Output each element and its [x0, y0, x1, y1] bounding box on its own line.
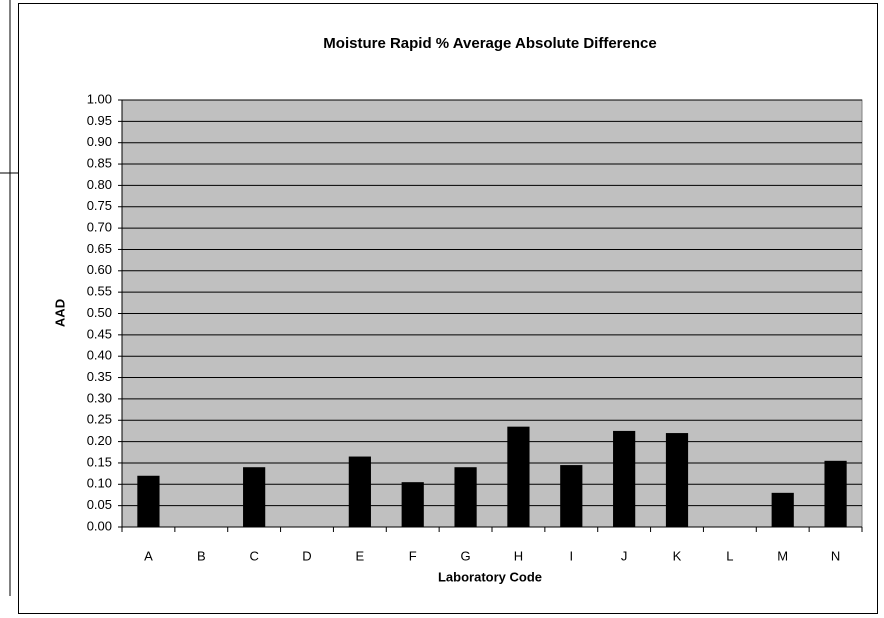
y-tick-label: 0.50 — [87, 305, 112, 320]
x-tick-label: H — [514, 548, 523, 563]
y-tick-label: 0.75 — [87, 198, 112, 213]
y-axis-label: AAD — [52, 299, 67, 327]
y-tick-label: 0.70 — [87, 220, 112, 235]
bar — [454, 467, 477, 527]
y-tick-label: 0.25 — [87, 412, 112, 427]
y-tick-label: 0.95 — [87, 113, 112, 128]
y-tick-label: 0.90 — [87, 134, 112, 149]
x-tick-label: C — [249, 548, 258, 563]
x-tick-label: I — [569, 548, 573, 563]
bar — [771, 492, 794, 527]
bar — [613, 430, 636, 527]
x-tick-label: F — [409, 548, 417, 563]
x-tick-label: B — [197, 548, 206, 563]
x-tick-label: M — [777, 548, 788, 563]
x-tick-label: G — [461, 548, 471, 563]
y-tick-label: 0.30 — [87, 390, 112, 405]
bar — [560, 465, 583, 527]
chart-title: Moisture Rapid % Average Absolute Differ… — [323, 35, 656, 52]
x-tick-label: E — [356, 548, 365, 563]
x-tick-label: K — [673, 548, 682, 563]
y-tick-label: 0.85 — [87, 155, 112, 170]
x-axis-label: Laboratory Code — [438, 569, 542, 584]
y-tick-label: 1.00 — [87, 91, 112, 106]
x-tick-label: D — [302, 548, 311, 563]
y-tick-label: 0.10 — [87, 476, 112, 491]
y-tick-label: 0.40 — [87, 348, 112, 363]
y-tick-label: 0.00 — [87, 518, 112, 533]
y-tick-label: 0.35 — [87, 369, 112, 384]
y-tick-label: 0.15 — [87, 454, 112, 469]
bar — [507, 426, 530, 527]
y-tick-label: 0.45 — [87, 326, 112, 341]
bar — [401, 482, 424, 527]
y-tick-label: 0.55 — [87, 284, 112, 299]
bar — [243, 467, 266, 527]
x-tick-label: J — [621, 548, 628, 563]
bar — [665, 433, 689, 527]
y-tick-label: 0.05 — [87, 497, 112, 512]
x-tick-label: L — [726, 548, 733, 563]
x-tick-label: N — [831, 548, 840, 563]
y-tick-label: 0.65 — [87, 241, 112, 256]
y-tick-label: 0.60 — [87, 262, 112, 277]
bar — [824, 460, 847, 527]
x-tick-label: A — [144, 548, 153, 563]
bar — [348, 456, 371, 527]
y-tick-label: 0.20 — [87, 433, 112, 448]
bar — [137, 475, 160, 527]
y-tick-label: 0.80 — [87, 177, 112, 192]
